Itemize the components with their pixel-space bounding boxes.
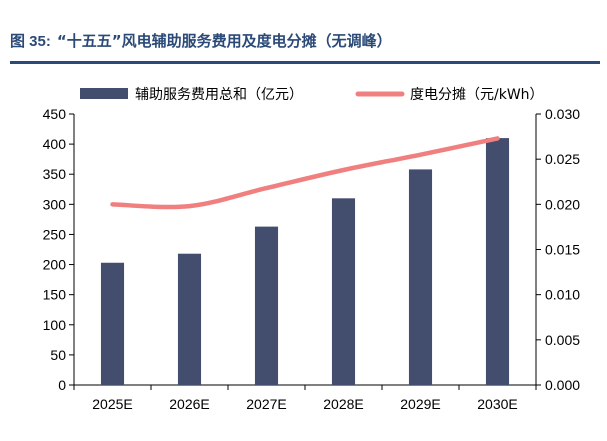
axes: 0 50 100 150 200 250 300 350 400 450 0.000 0.005 0.0… [43,106,581,412]
y-left-tick-label: 50 [50,347,66,363]
bar-series [100,138,510,385]
bar [177,253,202,385]
x-tick-label: 2025E [92,396,132,412]
figure-title-text: “十五五”风电辅助服务费用及度电分摊（无调峰） [56,32,392,50]
figure-number: 图 35: [10,33,51,50]
line-series [110,136,500,210]
y-right-tick-label: 0.020 [545,196,580,212]
y-left-tick-label: 400 [43,136,67,152]
x-tick-label: 2030E [477,396,517,412]
title-rule [10,61,600,64]
y-left-tick-label: 200 [43,257,67,273]
y-left-tick-label: 100 [43,317,67,333]
legend-label-line: 度电分摊（元/kWh） [410,87,544,103]
legend-label-bar: 辅助服务费用总和（亿元） [135,87,303,103]
series-line [110,136,500,210]
bar [485,138,510,385]
y-left-tick-label: 150 [43,287,67,303]
bar [408,169,433,385]
y-right-tick-label: 0.015 [545,242,580,258]
y-right-tick-label: 0.005 [545,332,580,348]
x-tick-label: 2027E [246,396,286,412]
y-right-tick-label: 0.025 [545,151,580,167]
x-tick-label: 2028E [323,396,363,412]
y-left-tick-label: 300 [43,196,67,212]
x-tick-label: 2029E [400,396,440,412]
y-left-tick-label: 350 [43,166,67,182]
bar [254,226,279,385]
y-left-tick-label: 450 [43,106,67,122]
bar [331,198,356,385]
bar [100,262,125,385]
legend: 辅助服务费用总和（亿元） 度电分摊（元/kWh） [80,87,544,103]
y-right-tick-label: 0.010 [545,287,580,303]
y-right-tick-label: 0.000 [545,377,580,393]
x-tick-label: 2026E [169,396,209,412]
figure-title: 图 35: “十五五”风电辅助服务费用及度电分摊（无调峰） [10,30,392,51]
y-right-tick-label: 0.030 [545,106,580,122]
y-left-tick-label: 0 [58,377,66,393]
legend-swatch-bar [80,88,128,99]
y-left-tick-label: 250 [43,226,67,242]
